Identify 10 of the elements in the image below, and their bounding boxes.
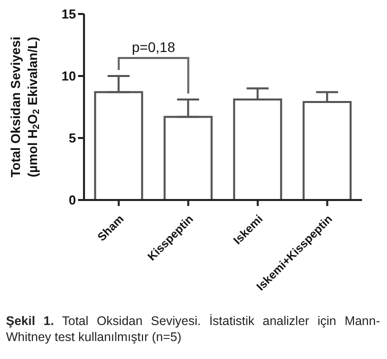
y-tick-label: 0 (68, 192, 76, 208)
y-tick-label: 10 (62, 68, 76, 84)
bar (233, 98, 282, 200)
bar (164, 116, 213, 200)
bar (94, 91, 144, 200)
text: Şekil 1. Total Oksidan Seviyesi. İstatistik analizler için Mann-Whitney test kullanılmıştır (n=5) (6, 313, 380, 345)
y-tick-label: 15 (62, 6, 76, 22)
bar (302, 101, 352, 200)
annotation: p=0,18 (132, 39, 176, 55)
y-tick-label: 5 (68, 130, 76, 146)
